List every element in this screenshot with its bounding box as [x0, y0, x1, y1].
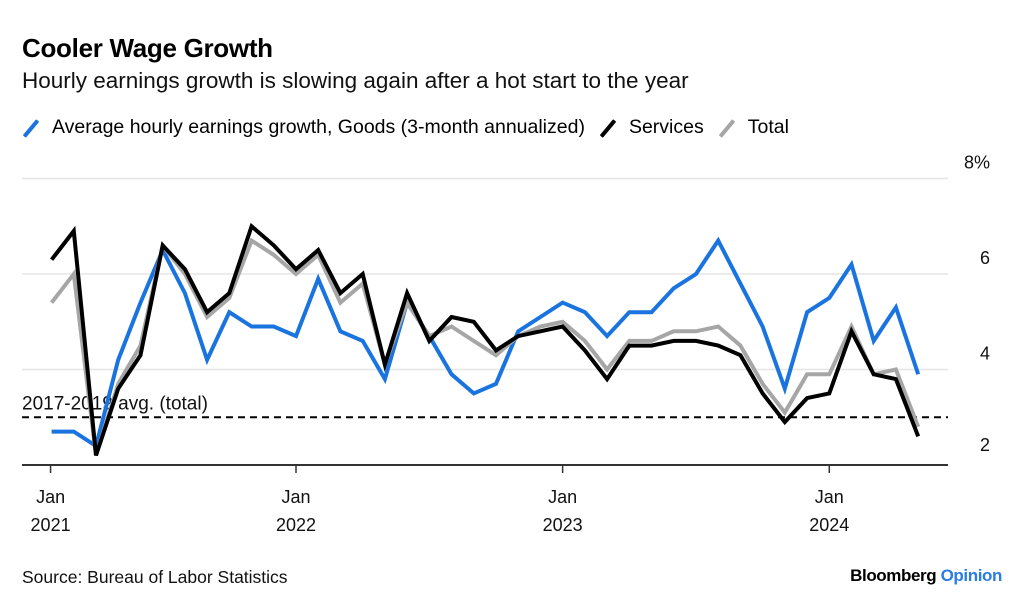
- x-tick-label-month: Jan: [815, 487, 844, 507]
- legend: Average hourly earnings growth, Goods (3…: [22, 116, 803, 139]
- x-tick-label-year: 2021: [31, 515, 71, 535]
- series-line-average-hourly-earnings-growth: [51, 236, 921, 450]
- x-tick-label-month: Jan: [281, 487, 310, 507]
- y-tick-label: 4: [980, 344, 990, 364]
- brand-main: Bloomberg: [850, 566, 937, 585]
- gridlines: [22, 177, 948, 371]
- chart-title: Cooler Wage Growth: [22, 33, 273, 63]
- x-axis: Jan 2021 Jan 2022 Jan 2023 Jan 2024: [22, 464, 948, 535]
- series-lines: [50, 222, 921, 457]
- x-tick-label-year: 2023: [543, 515, 583, 535]
- series-line-total: [50, 237, 921, 456]
- brand-logo: Bloomberg Opinion: [850, 566, 1002, 586]
- legend-label-services: Services: [628, 116, 704, 138]
- legend-item-total: Total: [718, 116, 789, 139]
- series-line-services: [50, 222, 921, 457]
- x-tick-label-year: 2022: [276, 515, 316, 535]
- y-tick-label: 8%: [964, 153, 990, 173]
- x-tick-label-month: Jan: [548, 487, 577, 507]
- legend-item-services: Services: [599, 116, 704, 139]
- source-note: Source: Bureau of Labor Statistics: [22, 567, 288, 587]
- y-tick-label: 6: [980, 248, 990, 268]
- legend-item-goods: Average hourly earnings growth, Goods (3…: [22, 116, 585, 139]
- legend-label-goods: Average hourly earnings growth, Goods (3…: [52, 116, 585, 138]
- legend-label-total: Total: [747, 116, 789, 138]
- chart-subtitle: Hourly earnings growth is slowing again …: [22, 68, 689, 93]
- x-tick-label-year: 2024: [809, 515, 849, 535]
- brand-accent: Opinion: [940, 566, 1003, 585]
- x-tick-label-month: Jan: [36, 487, 65, 507]
- y-tick-label: 2: [980, 435, 990, 455]
- y-axis: 8% 6 4 2: [964, 153, 990, 456]
